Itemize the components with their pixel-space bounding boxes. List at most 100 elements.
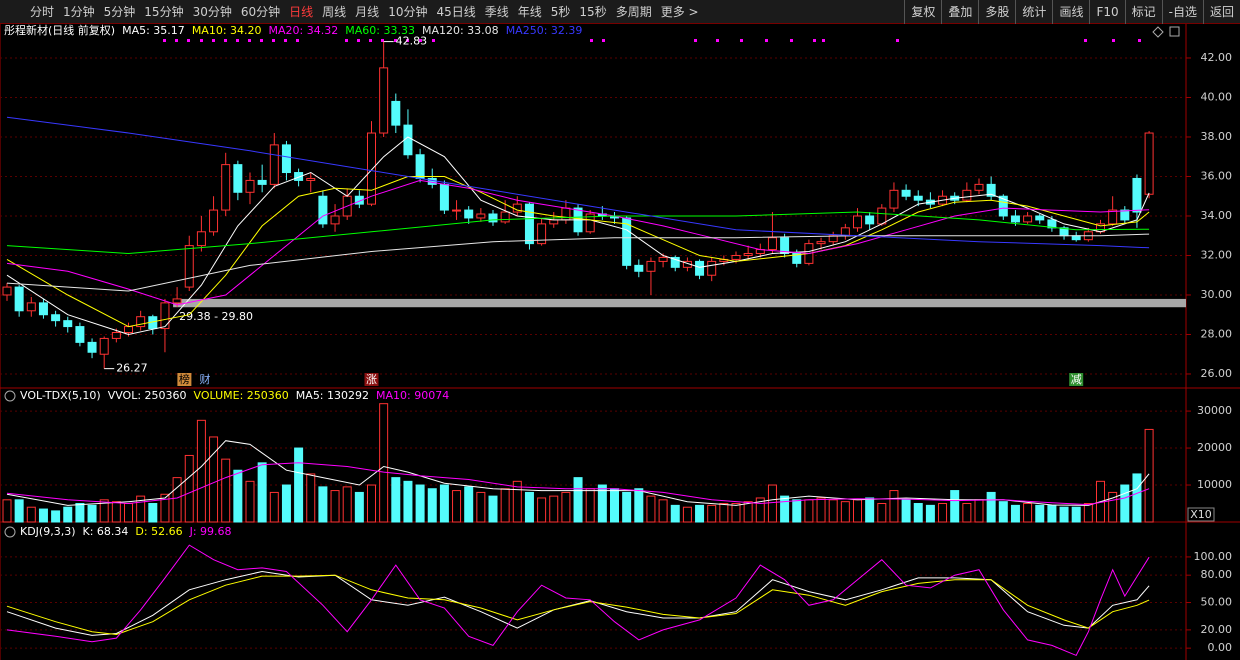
toolbar-button[interactable]: 复权 (904, 0, 941, 24)
period-tab[interactable]: 5秒 (550, 5, 571, 19)
header-text: MA60: 33.33 (345, 24, 415, 37)
period-tab[interactable]: 多周期 (615, 5, 652, 19)
collapse-icon (4, 390, 16, 402)
volume-bar (1047, 504, 1057, 523)
period-tab[interactable]: 15分钟 (144, 5, 184, 19)
period-tab[interactable]: 月线 (355, 5, 380, 19)
candle-body (853, 215, 862, 229)
volume-bar (512, 480, 522, 523)
period-tab[interactable]: 60分钟 (240, 5, 281, 19)
toolbar-buttons: 复权 叠加 多股 统计 画线 F10 标记 -自选 返回 (904, 0, 1240, 24)
period-tab[interactable]: 年线 (517, 5, 542, 19)
indicator-line (6, 544, 1150, 657)
volume-bar (124, 503, 133, 523)
header-text: MA5: 35.17 (122, 24, 185, 37)
volume-bar (306, 473, 316, 523)
period-tab[interactable]: 10分钟 (388, 5, 428, 19)
header-text: KDJ(9,3,3) (20, 525, 76, 538)
volume-bar (622, 491, 632, 523)
signal-dot (740, 39, 743, 42)
period-tab[interactable]: 1分钟 (63, 5, 95, 19)
event-label: 榜 (179, 372, 190, 386)
period-tab[interactable]: 30分钟 (192, 5, 232, 19)
candle-body (2, 286, 12, 296)
volume-bar (877, 503, 887, 523)
period-tab[interactable]: 分时 (30, 5, 55, 19)
candle-body (524, 203, 534, 245)
candle-body (367, 132, 376, 205)
toolbar-button[interactable]: 画线 (1052, 0, 1089, 24)
annotation-label: 26.27 (116, 362, 148, 375)
signal-dot (419, 39, 422, 42)
volume-bar (561, 491, 571, 523)
volume-bar (379, 403, 389, 523)
indicator-line (6, 116, 1150, 249)
y-tick-label: 32.00 (1201, 248, 1233, 261)
volume-bar (75, 503, 85, 523)
period-tab[interactable]: 5分钟 (103, 5, 136, 19)
candle-body (865, 215, 875, 225)
volume-bar (610, 488, 619, 523)
volume-bar (172, 477, 182, 523)
y-tick-label: 28.00 (1201, 327, 1233, 340)
volume-bar (828, 499, 838, 523)
signal-dot (1084, 39, 1087, 42)
volume-bar (901, 499, 911, 523)
toolbar-button[interactable]: F10 (1089, 0, 1124, 24)
signal-dot (345, 39, 348, 42)
volume-bar (209, 436, 219, 523)
period-tab[interactable]: 季线 (484, 5, 509, 19)
y-tick-label: 40.00 (1201, 90, 1233, 103)
period-tab[interactable]: 45日线 (436, 5, 476, 19)
toolbar-button[interactable]: 多股 (978, 0, 1015, 24)
indicator-line (6, 570, 1150, 636)
volume-bar (1083, 503, 1093, 523)
candle-body (184, 245, 194, 288)
candle-body (1071, 235, 1081, 241)
volume-bar (1071, 506, 1081, 523)
header-text: VVOL: 250360 (108, 389, 187, 402)
panel-header: 彤程新材(日线 前复权) MA5: 35.17 MA10: 34.20 MA20: 3… (4, 23, 582, 37)
candle-body (87, 341, 97, 353)
y-tick-label: 30000 (1197, 404, 1232, 417)
candle-body (221, 164, 231, 211)
gap-band (173, 298, 1187, 308)
period-tab[interactable]: 更多 > (660, 5, 699, 19)
candle-body (257, 179, 267, 185)
signal-dot (284, 39, 287, 42)
toolbar-button[interactable]: -自选 (1161, 0, 1203, 24)
volume-bar (427, 488, 437, 523)
toolbar-button[interactable]: 标记 (1124, 0, 1162, 24)
volume-bar (464, 486, 474, 523)
volume-bar (184, 454, 194, 523)
candle-body (464, 209, 474, 219)
signal-dot (175, 39, 178, 42)
candle-body (731, 254, 741, 260)
volume-bar (731, 503, 741, 523)
volume-bar (111, 501, 121, 523)
candle-body (439, 183, 449, 211)
y-tick-label: 38.00 (1201, 130, 1233, 143)
period-tab[interactable]: 周线 (322, 5, 347, 19)
period-tab[interactable]: 日线 (289, 5, 314, 19)
header-text: MA250: 32.39 (506, 24, 583, 37)
event-label: 财 (200, 372, 211, 386)
volume-bar (38, 508, 48, 523)
candle-body (99, 337, 109, 355)
candle-body (537, 223, 547, 245)
annotation-label: 42.83 (396, 35, 428, 48)
toolbar: 分时 1分钟 5分钟 15分钟 30分钟 60分钟 日线 周线 月线 10分钟 45日线 季线 年线 5秒… (0, 0, 1240, 24)
indicator-line (6, 462, 1150, 506)
volume-bar (658, 499, 668, 523)
candle-body (986, 183, 996, 197)
candle-body (767, 237, 777, 251)
period-tab[interactable]: 15秒 (579, 5, 607, 19)
candle-body (1023, 215, 1033, 223)
signal-dot (187, 39, 190, 42)
toolbar-button[interactable]: 返回 (1202, 0, 1240, 24)
toolbar-button[interactable]: 叠加 (941, 0, 978, 24)
toolbar-button[interactable]: 统计 (1015, 0, 1052, 24)
candle-body (962, 189, 972, 201)
candle-body (51, 314, 61, 322)
